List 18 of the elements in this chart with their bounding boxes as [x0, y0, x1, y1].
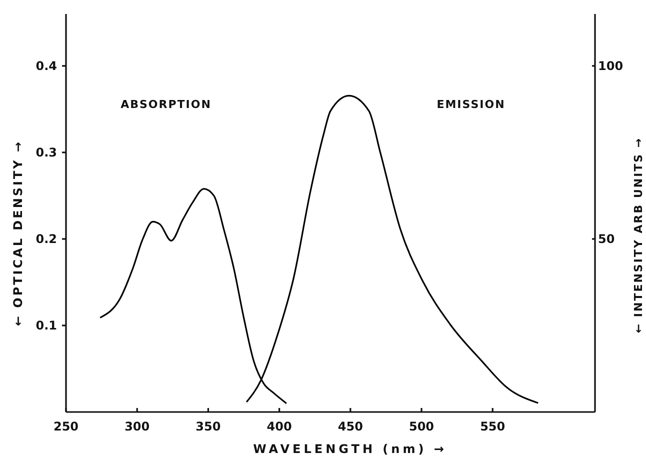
y-tick-label: 0.2 — [36, 232, 57, 246]
annotation: ABSORPTION — [120, 98, 212, 112]
x-tick-label: 550 — [480, 420, 506, 434]
x-tick-label: 500 — [408, 420, 434, 434]
y2-tick-label: 50 — [598, 232, 615, 246]
y-axis-title: ← OPTICAL DENSITY → — [11, 140, 25, 326]
x-tick-label: 400 — [266, 420, 292, 434]
y-tick-label: 0.1 — [36, 318, 57, 332]
x-tick-label: 300 — [124, 420, 150, 434]
x-tick-label: 350 — [196, 420, 221, 434]
y-tick-label: 0.4 — [36, 58, 57, 73]
x-axis-title: WAVELENGTH (nm) → — [253, 442, 447, 456]
y2-tick-label: 100 — [598, 58, 624, 73]
y2-axis-title: ← INTENSITY ARB UNITS → — [632, 136, 645, 334]
annotation: EMISSION — [436, 98, 506, 112]
x-tick-label: 250 — [53, 420, 79, 434]
y-tick-label: 0.3 — [36, 145, 57, 160]
x-tick-label: 450 — [338, 420, 363, 434]
